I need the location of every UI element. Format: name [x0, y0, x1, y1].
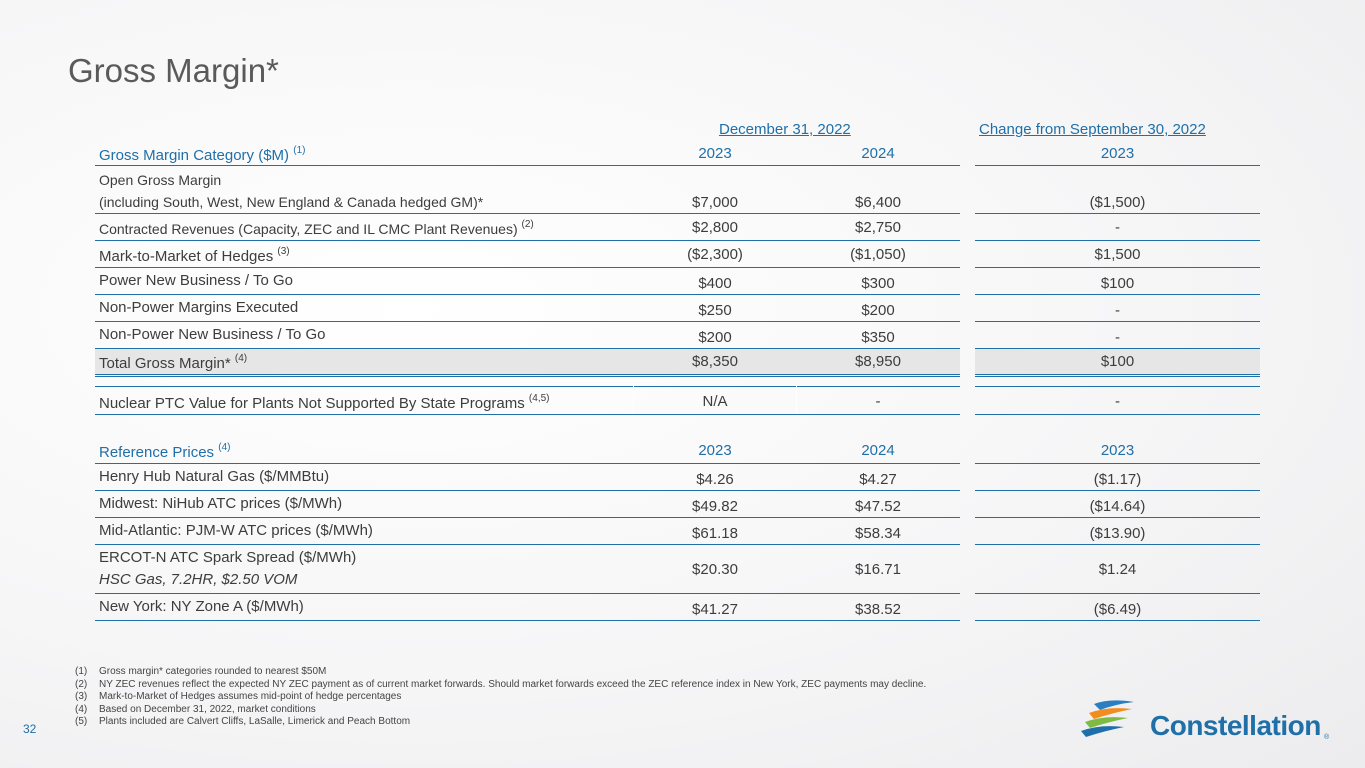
row-label-sub: (including South, West, New England & Ca…	[99, 194, 484, 210]
col-2023-header: 2023	[698, 145, 732, 162]
value-change: ($13.90)	[1089, 525, 1146, 542]
value-2023: $400	[698, 275, 732, 292]
value-2023: $200	[698, 329, 732, 346]
footnotes: (1) Gross margin* categories rounded to n…	[75, 666, 926, 729]
col-2024-header: 2024	[861, 145, 895, 162]
value-2024: $4.27	[859, 471, 897, 488]
value-2023: $20.30	[692, 561, 738, 578]
footnote: (2) NY ZEC revenues reflect the expected …	[75, 678, 927, 690]
row-label: New York: NY Zone A ($/MWh)	[99, 598, 304, 615]
ptc-2024: -	[875, 393, 881, 410]
group-header-change: Change from September 30, 2022	[979, 121, 1206, 138]
constellation-logo: Constellation ®	[1080, 700, 1330, 748]
row-label-sub: HSC Gas, 7.2HR, $2.50 VOM	[99, 571, 298, 588]
value-change: ($1.17)	[1093, 471, 1142, 488]
value-2024: $6,400	[855, 194, 901, 211]
ptc-change: -	[1115, 393, 1120, 410]
value-change: -	[1115, 329, 1120, 346]
value-change: ($1,500)	[1089, 194, 1146, 211]
value-2024: ($1,050)	[850, 246, 906, 263]
value-change: $1,500	[1094, 246, 1141, 263]
ref-col-2024: 2024	[861, 442, 895, 459]
row-label: Open Gross Margin	[99, 172, 222, 188]
ptc-label: Nuclear PTC Value for Plants Not Support…	[99, 393, 550, 412]
value-2024: $350	[861, 329, 895, 346]
row-label: Non-Power Margins Executed	[99, 299, 299, 316]
value-2024: $16.71	[855, 561, 901, 578]
value-2023: $7,000	[692, 194, 738, 211]
row-label: Power New Business / To Go	[99, 272, 293, 289]
logo-mark-icon	[1081, 700, 1134, 737]
total-2023: $8,350	[692, 353, 738, 370]
row-label: Mark-to-Market of Hedges (3)	[99, 246, 290, 265]
value-2023: $41.27	[692, 601, 738, 618]
row-label: Henry Hub Natural Gas ($/MMBtu)	[99, 468, 330, 485]
value-2024: $300	[861, 275, 895, 292]
value-change: $100	[1100, 275, 1135, 292]
value-2023: $2,800	[692, 219, 738, 236]
value-change: $1.24	[1098, 561, 1137, 578]
footnote: (1) Gross margin* categories rounded to n…	[75, 666, 327, 677]
value-2024: $38.52	[855, 601, 901, 618]
value-change: -	[1115, 302, 1120, 319]
group-header-december: December 31, 2022	[719, 121, 851, 138]
value-change: -	[1115, 219, 1120, 236]
row-label: Contracted Revenues (Capacity, ZEC and I…	[99, 219, 534, 237]
page-title: Gross Margin*	[68, 52, 279, 89]
ref-header: Reference Prices (4)	[99, 442, 231, 461]
row-label: Mid-Atlantic: PJM-W ATC prices ($/MWh)	[99, 522, 373, 539]
value-2024: $47.52	[855, 498, 901, 515]
value-2023: $49.82	[692, 498, 738, 515]
ref-col-change: 2023	[1100, 442, 1135, 459]
row-label: Midwest: NiHub ATC prices ($/MWh)	[99, 495, 343, 512]
value-2023: ($2,300)	[687, 246, 743, 263]
page-number: 32	[23, 722, 37, 736]
footnote: (4) Based on December 31, 2022, market co…	[75, 703, 316, 715]
value-2023: $61.18	[692, 525, 738, 542]
total-label: Total Gross Margin* (4)	[99, 353, 248, 372]
value-2024: $58.34	[855, 525, 901, 542]
value-change: ($6.49)	[1093, 601, 1142, 618]
ref-col-2023: 2023	[698, 442, 732, 459]
total-2024: $8,950	[855, 353, 901, 370]
footnote: (5) Plants included are Calvert Cliffs, L…	[75, 716, 411, 728]
value-2023: $250	[698, 302, 732, 319]
footnote: (3) Mark-to-Market of Hedges assumes mid-…	[75, 691, 402, 703]
value-change: ($14.64)	[1089, 498, 1146, 515]
value-2024: $2,750	[855, 219, 901, 236]
ptc-2023: N/A	[702, 393, 728, 410]
total-change: $100	[1100, 353, 1135, 370]
row-label: Non-Power New Business / To Go	[99, 326, 326, 343]
value-2024: $200	[861, 302, 895, 319]
logo-registered: ®	[1324, 734, 1330, 741]
logo-wordmark: Constellation	[1150, 710, 1321, 741]
row-label: ERCOT-N ATC Spark Spread ($/MWh)	[99, 549, 357, 566]
value-2023: $4.26	[696, 471, 734, 488]
col-change-header: 2023	[1100, 145, 1135, 162]
category-header: Gross Margin Category ($M) (1)	[99, 145, 306, 164]
